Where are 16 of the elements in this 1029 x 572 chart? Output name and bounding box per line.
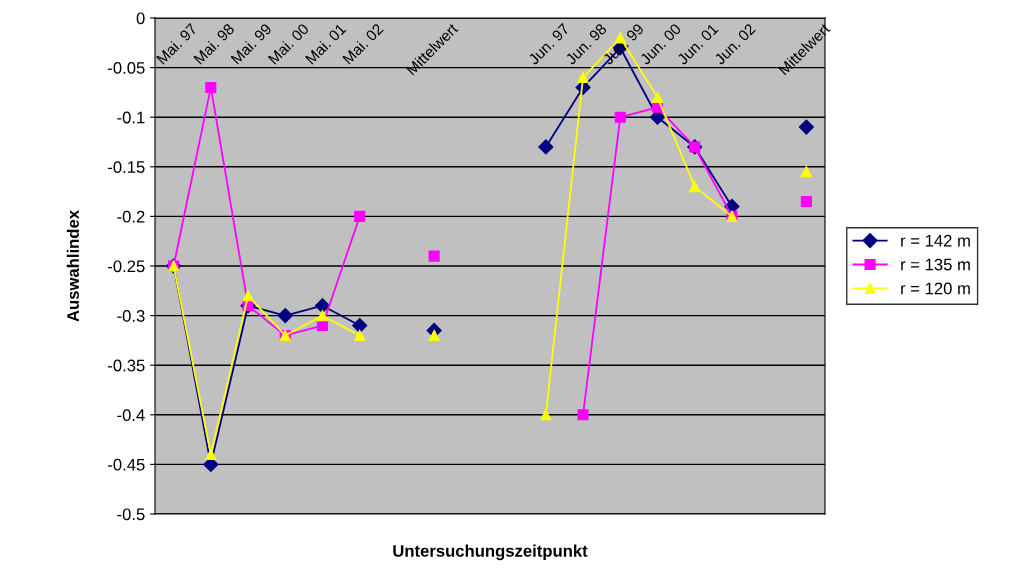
- y-tick-label: -0.05: [108, 62, 145, 74]
- y-tick-label: 0: [136, 12, 145, 25]
- y-tick-label: -0.2: [117, 210, 145, 223]
- legend-label: r = 135 m: [901, 258, 970, 271]
- y-tick-label: -0.4: [117, 409, 145, 421]
- y-tick-label: -0.45: [108, 458, 145, 471]
- legend-label: r = 142 m: [901, 234, 970, 247]
- y-axis-title: Auswahlindex: [66, 210, 79, 322]
- y-tick-label: -0.15: [108, 161, 145, 173]
- y-tick-label: -0.1: [117, 111, 145, 124]
- y-tick-label: -0.35: [108, 359, 145, 372]
- y-tick-label: -0.5: [117, 508, 145, 521]
- y-tick-label: -0.3: [117, 310, 145, 322]
- legend-label: r = 120 m: [901, 282, 970, 295]
- x-axis-title: Untersuchungszeitpunkt: [393, 544, 588, 561]
- y-tick-label: -0.25: [108, 260, 145, 273]
